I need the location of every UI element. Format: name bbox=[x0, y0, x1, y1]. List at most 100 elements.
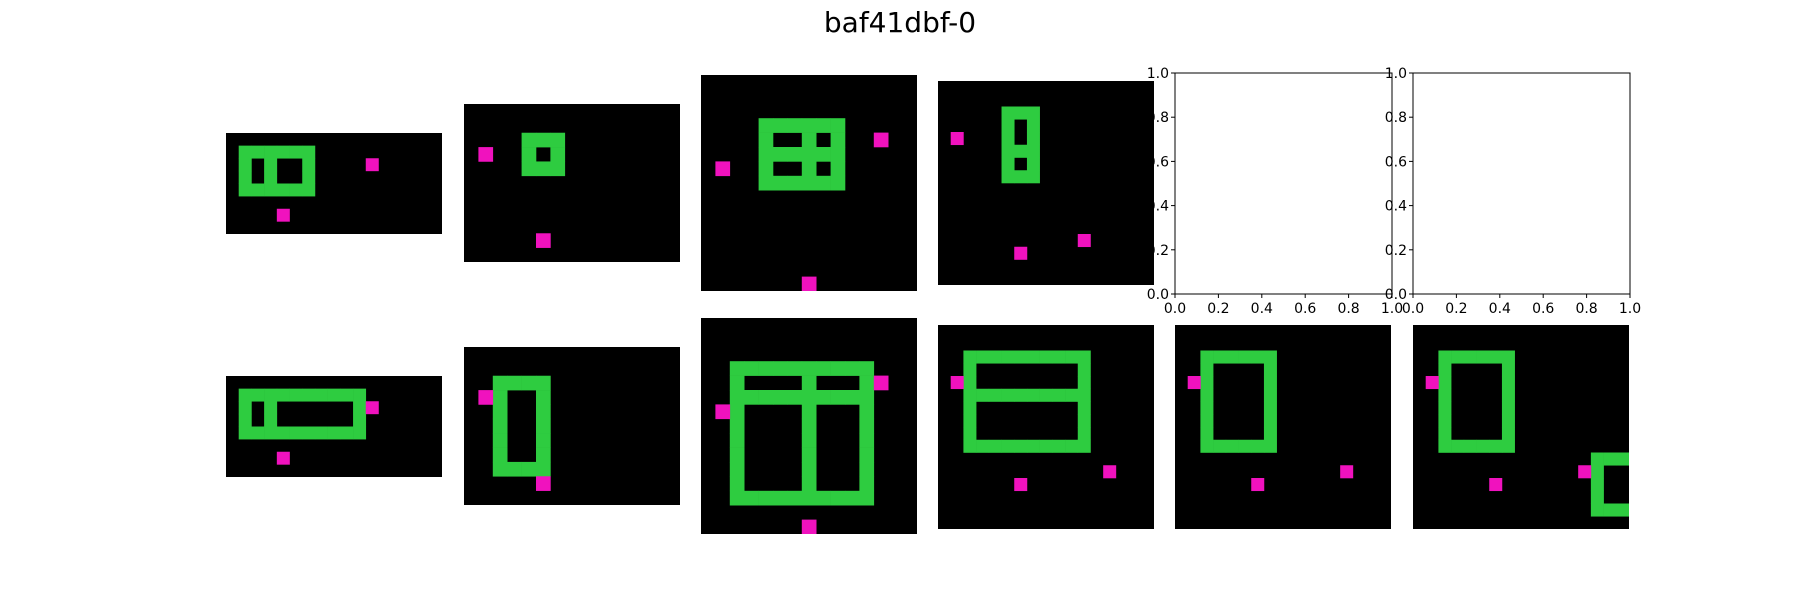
green-cell bbox=[1263, 376, 1277, 390]
empty-axes-1: 0.0 0.2 0.4 0.6 0.8 1.0 0.0 0.2 0.4 0.6 0.8 1.0 bbox=[1147, 66, 1403, 317]
green-cell bbox=[492, 461, 508, 477]
green-cell bbox=[1451, 439, 1465, 453]
green-cell bbox=[816, 490, 831, 506]
green-cell bbox=[758, 390, 774, 405]
green-cell bbox=[1616, 503, 1629, 517]
green-cell bbox=[744, 361, 759, 376]
magenta-cell bbox=[715, 161, 731, 177]
green-cell bbox=[521, 375, 537, 391]
green-cell bbox=[859, 433, 875, 448]
magenta-cell bbox=[1425, 376, 1439, 390]
green-cell bbox=[1438, 427, 1452, 441]
green-cell bbox=[1014, 144, 1028, 158]
green-cell bbox=[492, 375, 508, 391]
green-cell bbox=[859, 447, 875, 463]
green-cell bbox=[859, 375, 875, 391]
green-cell bbox=[1001, 157, 1015, 171]
green-cell bbox=[1501, 350, 1515, 364]
green-cell bbox=[1014, 106, 1028, 120]
green-cell bbox=[845, 490, 860, 506]
green-cell bbox=[492, 447, 508, 463]
magenta-cell bbox=[1489, 478, 1503, 492]
green-cell bbox=[859, 361, 875, 376]
green-cell bbox=[1463, 350, 1477, 364]
green-cell bbox=[251, 145, 265, 159]
x-tick-label: 0.2 bbox=[1445, 301, 1467, 317]
green-cell bbox=[507, 461, 522, 477]
green-cell bbox=[988, 439, 1002, 453]
green-cell bbox=[859, 404, 875, 420]
green-cell bbox=[314, 388, 328, 402]
magenta-cell bbox=[536, 476, 551, 491]
green-cell bbox=[1263, 427, 1277, 441]
green-cell bbox=[1026, 170, 1040, 184]
green-cell bbox=[302, 183, 316, 197]
y-tick-label: 0.2 bbox=[1385, 243, 1407, 259]
grid-train-3-output bbox=[701, 318, 917, 534]
green-cell bbox=[1213, 439, 1227, 453]
green-cell bbox=[801, 447, 817, 463]
green-cell bbox=[988, 388, 1002, 402]
green-cell bbox=[302, 145, 316, 159]
green-cell bbox=[1039, 388, 1053, 402]
green-cell bbox=[1603, 452, 1617, 466]
green-cell bbox=[289, 145, 303, 159]
green-cell bbox=[1077, 414, 1091, 428]
y-tick-label: 0.2 bbox=[1147, 243, 1169, 259]
green-cell bbox=[1438, 363, 1452, 377]
green-cell bbox=[773, 361, 788, 376]
green-cell bbox=[801, 375, 817, 391]
green-cell bbox=[1501, 427, 1515, 441]
green-cell bbox=[238, 388, 252, 402]
green-cell bbox=[830, 147, 846, 162]
green-cell bbox=[1200, 401, 1214, 415]
x-tick-label: 0.8 bbox=[1575, 301, 1597, 317]
green-cell bbox=[976, 439, 990, 453]
green-cell bbox=[729, 361, 745, 376]
green-cell bbox=[327, 426, 341, 440]
green-cell bbox=[302, 158, 316, 172]
green-cell bbox=[963, 388, 977, 402]
green-cell bbox=[1014, 350, 1028, 364]
green-cell bbox=[729, 433, 745, 448]
green-cell bbox=[1438, 388, 1452, 402]
green-cell bbox=[1001, 132, 1015, 146]
green-cell bbox=[1014, 439, 1028, 453]
green-cell bbox=[1039, 350, 1053, 364]
green-cell bbox=[1200, 414, 1214, 428]
magenta-cell bbox=[478, 390, 494, 405]
green-cell bbox=[1026, 106, 1040, 120]
green-cell bbox=[289, 388, 303, 402]
green-cell bbox=[1001, 350, 1015, 364]
magenta-cell bbox=[715, 404, 731, 420]
grid-train-4-output bbox=[938, 325, 1154, 529]
magenta-cell bbox=[873, 375, 889, 391]
green-cell bbox=[963, 414, 977, 428]
green-cell bbox=[758, 161, 774, 177]
green-cell bbox=[1026, 144, 1040, 158]
green-cell bbox=[1263, 414, 1277, 428]
green-cell bbox=[758, 490, 774, 506]
green-cell bbox=[1052, 388, 1066, 402]
green-cell bbox=[353, 426, 367, 440]
green-cell bbox=[1438, 350, 1452, 364]
green-cell bbox=[1001, 439, 1015, 453]
green-cell bbox=[773, 118, 788, 133]
grid-train-2-output bbox=[464, 347, 680, 505]
green-cell bbox=[729, 447, 745, 463]
green-cell bbox=[276, 388, 290, 402]
green-cell bbox=[976, 388, 990, 402]
green-cell bbox=[340, 388, 354, 402]
grid-train-1-output bbox=[226, 376, 442, 477]
x-tick-label: 0.6 bbox=[1532, 301, 1554, 317]
green-cell bbox=[1451, 350, 1465, 364]
green-cell bbox=[550, 147, 566, 162]
green-cell bbox=[801, 418, 817, 434]
magenta-cell bbox=[1014, 478, 1028, 492]
green-cell bbox=[550, 161, 566, 177]
green-cell bbox=[773, 490, 788, 506]
green-cell bbox=[536, 433, 551, 448]
green-cell bbox=[1200, 350, 1214, 364]
green-cell bbox=[1077, 388, 1091, 402]
train-4-output-canvas bbox=[938, 325, 1154, 529]
